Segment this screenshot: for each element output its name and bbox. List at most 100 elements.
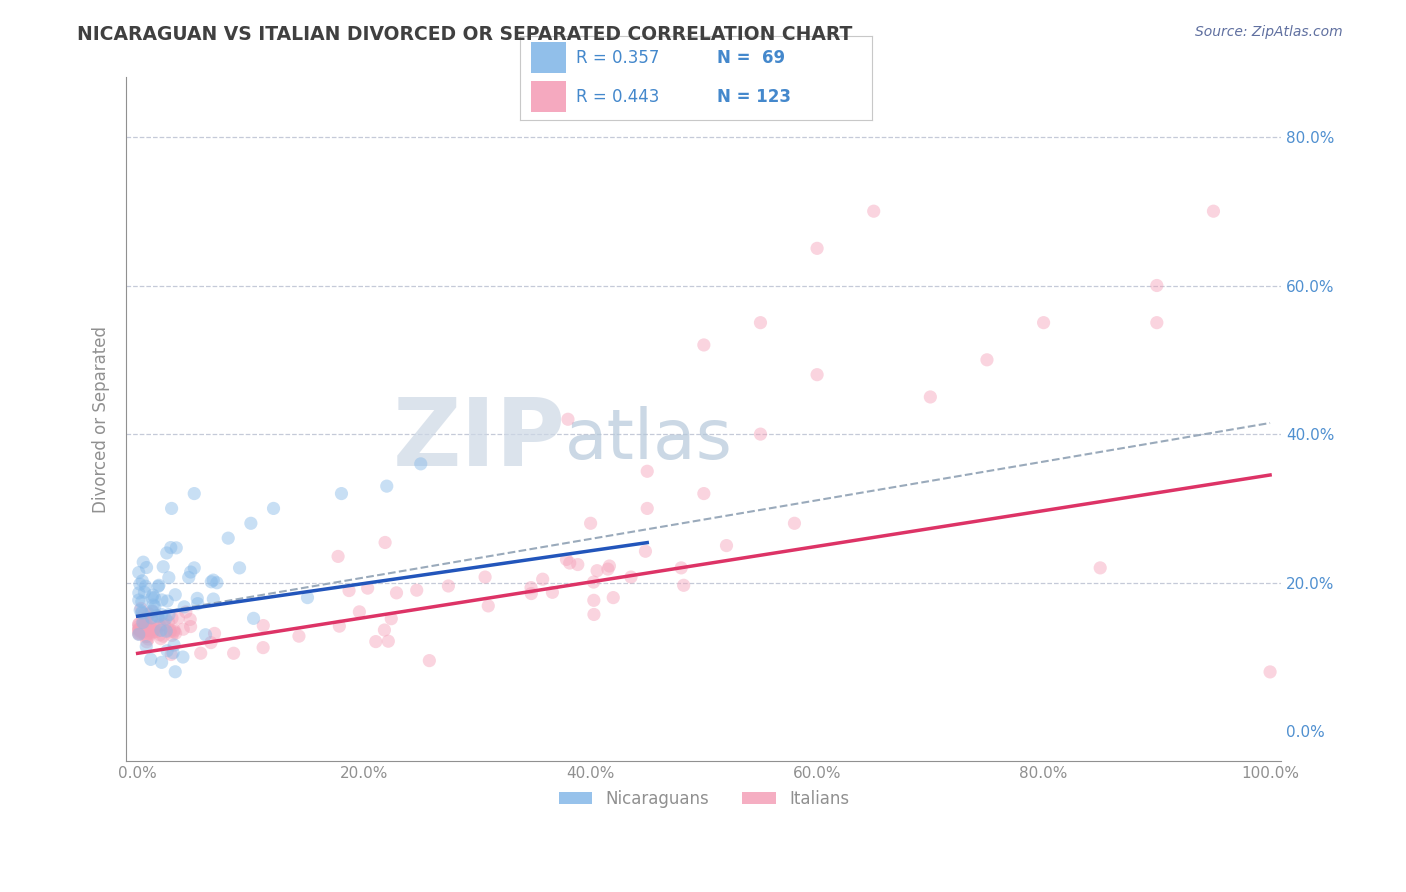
Point — [172, 650, 194, 665]
Point — [326, 549, 349, 564]
Point — [437, 579, 460, 593]
Point — [749, 427, 772, 442]
Point — [1090, 561, 1112, 575]
Point — [128, 616, 150, 631]
Point — [186, 591, 208, 606]
Point — [159, 541, 181, 555]
Point — [128, 619, 150, 633]
Point — [409, 457, 432, 471]
Point — [134, 615, 156, 629]
Point — [242, 611, 264, 625]
Point — [128, 586, 150, 600]
Point — [131, 605, 153, 619]
Text: R = 0.443: R = 0.443 — [576, 87, 659, 105]
Point — [579, 516, 602, 531]
Point — [136, 630, 159, 644]
Point — [128, 623, 150, 637]
Point — [132, 615, 155, 630]
Point — [152, 629, 174, 643]
Point — [555, 552, 578, 566]
Point — [141, 622, 163, 636]
Point — [716, 539, 738, 553]
Point — [157, 571, 180, 585]
Point — [520, 581, 543, 595]
Point — [636, 501, 658, 516]
Point — [128, 622, 150, 636]
Point — [160, 628, 183, 642]
Point — [180, 565, 202, 579]
Point — [862, 204, 884, 219]
Point — [200, 574, 222, 589]
Point — [142, 622, 165, 636]
Point — [252, 618, 274, 632]
Point — [1202, 204, 1225, 219]
Point — [349, 605, 371, 619]
Text: ZIP: ZIP — [392, 393, 565, 486]
Point — [131, 606, 153, 620]
Point — [149, 628, 172, 642]
Point — [174, 605, 197, 619]
Point — [252, 640, 274, 655]
Point — [418, 654, 440, 668]
Point — [132, 607, 155, 622]
Point — [128, 626, 150, 640]
Point — [541, 585, 564, 599]
Point — [582, 575, 605, 590]
Point — [129, 603, 152, 617]
Point — [405, 583, 427, 598]
Point — [1146, 278, 1168, 293]
Point — [183, 561, 205, 575]
Bar — [531, 43, 565, 73]
Point — [149, 632, 172, 646]
Point — [167, 611, 190, 625]
Point — [131, 595, 153, 609]
Point — [672, 578, 695, 592]
Point — [364, 634, 387, 648]
Point — [141, 591, 163, 605]
Point — [150, 607, 173, 622]
Point — [693, 486, 716, 500]
Point — [135, 579, 157, 593]
Point — [330, 486, 353, 500]
Point — [1032, 316, 1054, 330]
Text: N = 123: N = 123 — [717, 87, 792, 105]
Text: atlas: atlas — [565, 406, 733, 474]
Point — [1146, 316, 1168, 330]
Point — [337, 583, 360, 598]
Point — [141, 626, 163, 640]
Point — [190, 646, 212, 660]
Point — [162, 646, 184, 660]
Point — [377, 634, 399, 648]
Point — [567, 558, 589, 572]
Point — [160, 611, 183, 625]
Point — [976, 352, 998, 367]
Point — [474, 570, 496, 584]
Point — [135, 560, 157, 574]
Point — [142, 623, 165, 637]
Point — [749, 316, 772, 330]
Point — [205, 575, 228, 590]
Point — [148, 578, 170, 592]
Point — [356, 581, 378, 595]
Point — [173, 599, 195, 614]
Point — [128, 617, 150, 632]
Point — [131, 624, 153, 639]
Point — [160, 501, 183, 516]
Point — [135, 630, 157, 644]
Point — [288, 629, 311, 643]
Point — [179, 612, 201, 626]
Text: Source: ZipAtlas.com: Source: ZipAtlas.com — [1195, 25, 1343, 39]
Point — [129, 601, 152, 615]
Point — [150, 593, 173, 607]
Point — [380, 612, 402, 626]
Point — [143, 599, 166, 614]
Point — [163, 624, 186, 639]
Point — [1258, 665, 1281, 679]
Point — [138, 626, 160, 640]
Point — [145, 624, 167, 639]
Point — [586, 564, 609, 578]
Point — [142, 588, 165, 602]
Point — [128, 566, 150, 580]
Point — [146, 579, 169, 593]
Point — [135, 640, 157, 654]
